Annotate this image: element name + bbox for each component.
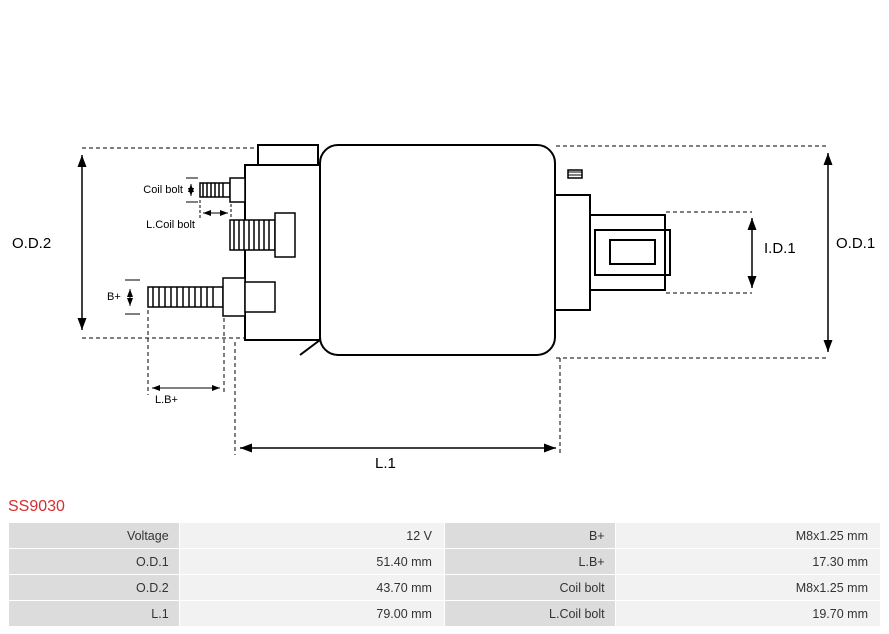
label-id1: I.D.1	[764, 240, 796, 257]
spec-label: O.D.1	[9, 549, 179, 574]
label-l-coil-bolt: L.Coil bolt	[137, 219, 195, 231]
spec-value: 17.30 mm	[616, 549, 880, 574]
spec-table: Voltage 12 V B+ M8x1.25 mm O.D.1 51.40 m…	[8, 522, 881, 627]
spec-value: M8x1.25 mm	[616, 523, 880, 548]
table-row: L.1 79.00 mm L.Coil bolt 19.70 mm	[9, 601, 880, 626]
spec-label: L.1	[9, 601, 179, 626]
spec-value: 43.70 mm	[180, 575, 444, 600]
spec-value: 51.40 mm	[180, 549, 444, 574]
label-lb-plus: L.B+	[155, 394, 178, 406]
label-coil-bolt: Coil bolt	[133, 184, 183, 196]
table-row: Voltage 12 V B+ M8x1.25 mm	[9, 523, 880, 548]
table-row: O.D.1 51.40 mm L.B+ 17.30 mm	[9, 549, 880, 574]
spec-value: M8x1.25 mm	[616, 575, 880, 600]
spec-label: B+	[445, 523, 615, 548]
spec-label: Voltage	[9, 523, 179, 548]
spec-label: O.D.2	[9, 575, 179, 600]
spec-label: Coil bolt	[445, 575, 615, 600]
label-l1: L.1	[375, 455, 396, 472]
spec-value: 12 V	[180, 523, 444, 548]
diagram-svg	[0, 0, 889, 495]
spec-value: 19.70 mm	[616, 601, 880, 626]
table-row: O.D.2 43.70 mm Coil bolt M8x1.25 mm	[9, 575, 880, 600]
spec-label: L.Coil bolt	[445, 601, 615, 626]
technical-diagram: O.D.2 O.D.1 I.D.1 L.1 L.B+ B+ Coil bolt …	[0, 0, 889, 495]
spec-value: 79.00 mm	[180, 601, 444, 626]
part-number: SS9030	[8, 498, 65, 516]
label-od1: O.D.1	[836, 235, 875, 252]
spec-label: L.B+	[445, 549, 615, 574]
label-od2: O.D.2	[12, 235, 51, 252]
label-b-plus: B+	[107, 291, 121, 303]
